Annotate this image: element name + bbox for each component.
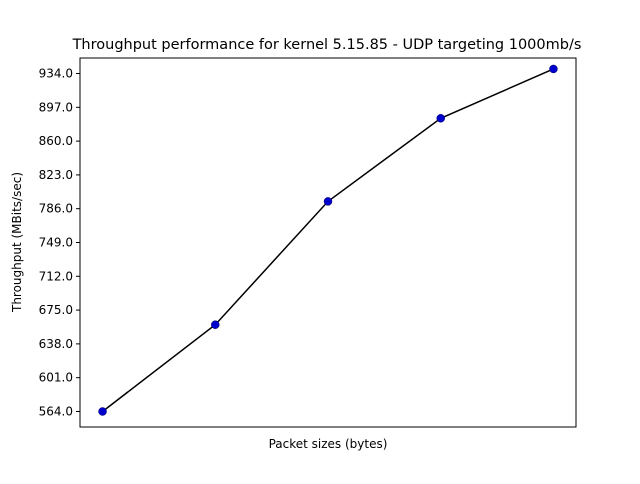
y-tick-label: 564.0 <box>39 404 73 418</box>
y-tick-label: 638.0 <box>39 337 73 351</box>
y-tick-label: 823.0 <box>39 168 73 182</box>
y-tick-label: 712.0 <box>39 269 73 283</box>
y-tick-label: 675.0 <box>39 303 73 317</box>
data-point <box>211 320 220 329</box>
y-axis-label: Throughput (MBits/sec) <box>10 172 24 313</box>
data-point <box>98 407 107 416</box>
y-tick-label: 897.0 <box>39 100 73 114</box>
data-point <box>549 64 558 74</box>
chart-title: Throughput performance for kernel 5.15.8… <box>72 37 582 53</box>
y-axis: 564.0 601.0 638.0 675.0 712.0 749.0 786.0 823.0… <box>39 67 80 418</box>
y-tick-label: 786.0 <box>39 202 73 216</box>
y-tick-label: 934.0 <box>39 67 73 81</box>
data-point <box>323 197 333 206</box>
data-point <box>436 114 445 123</box>
y-tick-label: 601.0 <box>39 371 73 385</box>
series-layer <box>98 64 558 416</box>
y-tick-label: 749.0 <box>39 236 73 250</box>
series-line <box>102 68 554 413</box>
x-axis-label: Packet sizes (bytes) <box>269 437 388 451</box>
y-tick-label: 860.0 <box>39 134 73 148</box>
